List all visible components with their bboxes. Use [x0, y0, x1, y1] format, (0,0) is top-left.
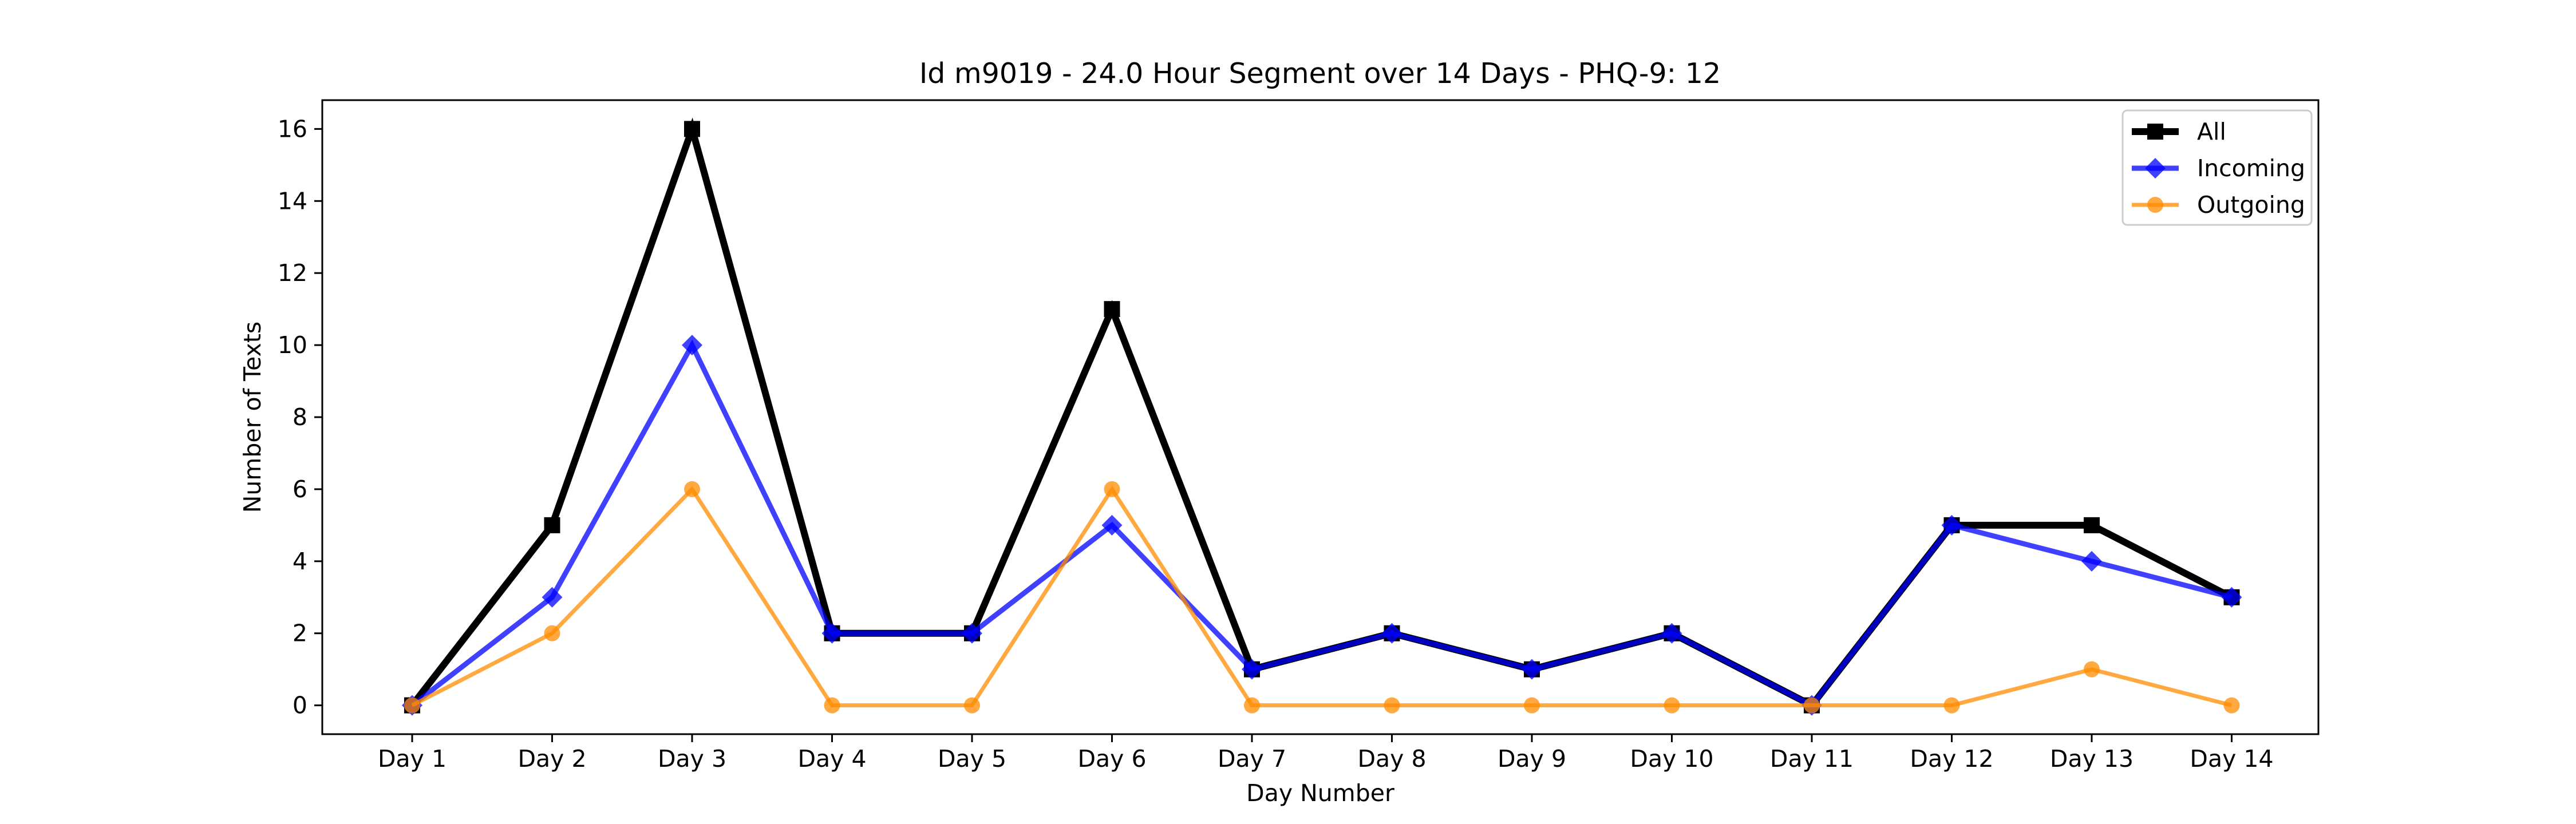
- data-point-incoming: [682, 335, 702, 356]
- y-tick-label: 4: [293, 548, 307, 575]
- data-point-outgoing: [1244, 697, 1260, 714]
- data-point-outgoing: [1664, 697, 1680, 714]
- x-axis-label: Day Number: [1246, 779, 1394, 807]
- data-point-incoming: [1381, 623, 1402, 644]
- data-point-outgoing: [2084, 661, 2100, 678]
- x-tick-label: Day 7: [1218, 745, 1286, 772]
- legend-item-all: All: [2132, 118, 2226, 145]
- data-point-outgoing: [684, 481, 700, 497]
- y-tick-label: 0: [293, 692, 307, 719]
- x-tick-label: Day 12: [1910, 745, 1993, 772]
- x-tick-label: Day 2: [517, 745, 586, 772]
- y-tick-label: 10: [278, 331, 307, 359]
- legend-label: Outgoing: [2197, 191, 2305, 219]
- legend-label: Incoming: [2197, 154, 2305, 182]
- legend-marker: [2145, 158, 2166, 179]
- plot-area: [402, 117, 2242, 716]
- data-point-incoming: [1522, 659, 1542, 680]
- legend-marker: [2147, 124, 2163, 140]
- y-tick-label: 2: [293, 620, 307, 647]
- data-point-incoming: [821, 623, 843, 644]
- data-point-outgoing: [1104, 481, 1120, 497]
- data-point-all: [684, 121, 700, 137]
- data-point-incoming: [962, 623, 982, 644]
- x-tick-label: Day 10: [1630, 745, 1713, 772]
- data-point-outgoing: [404, 697, 420, 714]
- y-tick-label: 8: [293, 403, 307, 431]
- series-line-all: [409, 117, 2234, 710]
- y-tick-label: 6: [293, 476, 307, 503]
- data-point-all: [2084, 517, 2100, 533]
- data-point-incoming: [542, 587, 563, 608]
- x-tick-label: Day 6: [1077, 745, 1146, 772]
- data-point-outgoing: [824, 697, 840, 714]
- y-axis-label: Number of Texts: [239, 322, 266, 513]
- axes: Day 1 Day 2 Day 3 Day 4 Day 5 Day 6 Day 7 Day 8…: [278, 115, 2274, 772]
- legend-box: [2121, 109, 2313, 226]
- legend-label: All: [2197, 118, 2226, 145]
- data-point-outgoing: [544, 625, 560, 641]
- data-point-outgoing: [1524, 697, 1540, 714]
- x-tick-label: Day 3: [658, 745, 726, 772]
- series-all: [404, 117, 2240, 714]
- x-tick-label: Day 9: [1498, 745, 1566, 772]
- x-tick-label: Day 8: [1357, 745, 1426, 772]
- data-point-incoming: [1941, 514, 1962, 536]
- data-point-outgoing: [2223, 697, 2240, 714]
- legend-item-outgoing: Outgoing: [2132, 191, 2305, 219]
- x-tick-label: Day 13: [2050, 745, 2134, 772]
- legend: All Incoming Outgoing: [2121, 109, 2313, 226]
- data-point-outgoing: [1943, 697, 1960, 714]
- y-tick-label: 12: [278, 259, 307, 287]
- y-tick-label: 14: [278, 187, 307, 215]
- x-tick-label: Day 4: [797, 745, 866, 772]
- series-outgoing: [404, 481, 2240, 714]
- series-line-outgoing: [411, 485, 2233, 708]
- legend-marker: [2147, 197, 2163, 213]
- data-point-outgoing: [1384, 697, 1400, 714]
- data-point-incoming: [2081, 550, 2102, 572]
- data-point-all: [1104, 301, 1120, 318]
- y-tick-label: 16: [278, 115, 307, 142]
- data-point-all: [544, 517, 560, 533]
- data-point-incoming: [2221, 587, 2242, 608]
- x-tick-label: Day 11: [1770, 745, 1854, 772]
- legend-item-incoming: Incoming: [2132, 154, 2305, 182]
- x-tick-label: Day 5: [938, 745, 1006, 772]
- data-point-outgoing: [964, 697, 980, 714]
- x-tick-label: Day 14: [2190, 745, 2273, 772]
- x-tick-label: Day 1: [378, 745, 447, 772]
- data-point-incoming: [1101, 514, 1123, 536]
- data-point-incoming: [1242, 659, 1262, 680]
- data-point-incoming: [1661, 623, 1682, 644]
- chart-title: Id m9019 - 24.0 Hour Segment over 14 Day…: [919, 57, 1721, 90]
- data-point-outgoing: [1804, 697, 1820, 714]
- plot-frame: [321, 99, 2320, 735]
- series-line-incoming: [410, 339, 2233, 709]
- series-incoming: [402, 335, 2242, 716]
